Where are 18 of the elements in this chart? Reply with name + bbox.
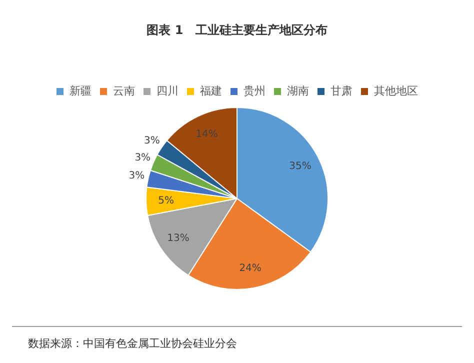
data-label: 13%: [167, 232, 190, 244]
source-note: 数据来源：中国有色金属工业协会硅业分会: [28, 336, 237, 351]
legend-label: 甘肃: [330, 84, 352, 98]
legend-label: 新疆: [70, 84, 92, 98]
data-label: 3%: [128, 170, 145, 182]
data-label: 5%: [158, 195, 174, 206]
data-label: 14%: [196, 128, 218, 140]
data-label: 3%: [134, 152, 151, 164]
legend-label: 四川: [156, 84, 178, 98]
legend-label: 福建: [200, 84, 222, 98]
legend-label: 贵州: [244, 84, 266, 98]
legend-label: 湖南: [287, 84, 309, 98]
legend-label: 其他地区: [374, 84, 418, 98]
legend-label: 云南: [113, 84, 135, 98]
data-label: 35%: [289, 160, 312, 172]
data-label: 24%: [239, 262, 262, 274]
chart-title: 图表 1 工业硅主要生产地区分布: [146, 22, 328, 39]
data-label: 3%: [144, 135, 160, 146]
